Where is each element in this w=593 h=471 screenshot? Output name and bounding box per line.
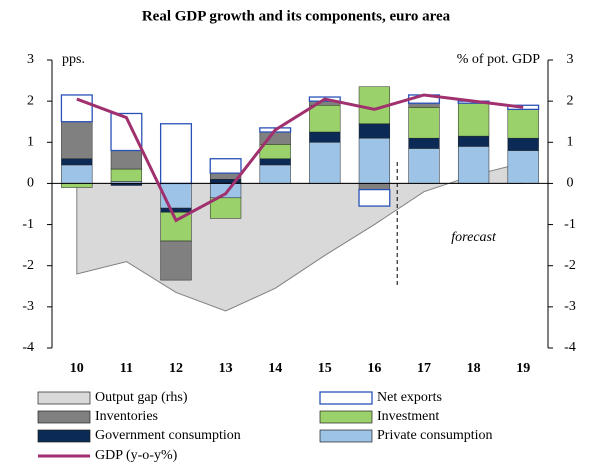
bar: [457, 102, 490, 137]
legend-label: Inventories: [95, 409, 158, 424]
bar: [159, 123, 193, 185]
bar: [259, 164, 291, 184]
y-tick-label: 0: [27, 176, 34, 191]
legend-label: Government consumption: [95, 428, 241, 443]
x-tick-label: 17: [417, 361, 431, 376]
legend-item: Net exports: [319, 390, 442, 405]
bar: [309, 142, 341, 184]
y2-tick-label: -2: [564, 258, 576, 273]
y-tick-label: 1: [27, 135, 34, 150]
bar: [160, 207, 192, 213]
legend-swatch: [37, 410, 91, 424]
bar: [110, 168, 143, 182]
legend-item: Investment: [319, 409, 439, 424]
y2-tick-label: -1: [564, 217, 576, 232]
legend-swatch: [319, 429, 373, 443]
bar: [160, 211, 192, 242]
bar: [457, 135, 490, 147]
x-tick-label: 18: [467, 361, 481, 376]
line: [76, 93, 524, 223]
legend-swatch: [319, 410, 373, 424]
bar: [61, 121, 93, 159]
legend-label: Investment: [377, 409, 439, 424]
bar: [507, 150, 539, 184]
y-tick-label: 2: [27, 93, 34, 108]
bar: [110, 150, 143, 170]
y2-tick-label: -3: [564, 299, 576, 314]
legend-item: Output gap (rhs): [37, 390, 188, 405]
bar: [209, 197, 242, 219]
legend-label: Private consumption: [377, 428, 493, 443]
x-tick-label: 12: [169, 361, 183, 376]
y-tick-label: -3: [22, 299, 34, 314]
x-tick-label: 15: [318, 361, 332, 376]
bar: [61, 164, 93, 184]
bar: [507, 109, 539, 139]
chart-title: Real GDP growth and its components, euro…: [142, 8, 451, 24]
bar: [507, 137, 539, 151]
legend-swatch: [319, 391, 373, 405]
x-tick-label: 11: [120, 361, 133, 376]
y-tick-label: -4: [22, 340, 34, 355]
y-tick-label: -1: [22, 217, 34, 232]
legend-label: Output gap (rhs): [95, 390, 188, 405]
y2-tick-label: 1: [567, 135, 574, 150]
y2-axis-label: % of pot. GDP: [457, 52, 540, 67]
bar: [408, 148, 440, 184]
annotation: forecast: [451, 230, 497, 245]
bar: [209, 183, 242, 199]
bar: [408, 107, 440, 139]
bar: [259, 158, 291, 166]
legend-swatch: [37, 391, 91, 405]
bar: [60, 94, 93, 123]
legend-item: Government consumption: [37, 428, 241, 443]
bar: [309, 105, 341, 133]
bar: [457, 146, 490, 184]
legend-label: Net exports: [377, 390, 442, 405]
bar: [61, 183, 93, 188]
y-tick-label: 3: [27, 52, 34, 67]
x-tick-label: 13: [219, 361, 233, 376]
y2-tick-label: 2: [567, 93, 574, 108]
x-tick-label: 16: [367, 361, 381, 376]
y-axis-label: pps.: [62, 52, 85, 67]
bar: [160, 240, 192, 281]
legend-label: GDP (y-o-y%): [95, 448, 178, 463]
bar: [358, 137, 391, 184]
y-tick-label: -2: [22, 258, 34, 273]
bar: [259, 144, 291, 159]
y2-tick-label: -4: [564, 340, 576, 355]
x-tick-label: 19: [516, 361, 530, 376]
y2-tick-label: 3: [567, 52, 574, 67]
bar: [61, 158, 93, 166]
bar: [358, 123, 391, 139]
legend-swatch: [37, 429, 91, 443]
legend-item: Private consumption: [319, 428, 493, 443]
bar: [209, 158, 242, 174]
bar: [408, 137, 440, 149]
y2-tick-label: 0: [567, 176, 574, 191]
bar: [309, 131, 341, 143]
x-tick-label: 10: [70, 361, 84, 376]
bar: [358, 183, 391, 190]
legend-item: GDP (y-o-y%): [38, 448, 178, 463]
x-tick-label: 14: [268, 361, 282, 376]
legend-item: Inventories: [37, 409, 158, 424]
bar: [358, 188, 391, 207]
